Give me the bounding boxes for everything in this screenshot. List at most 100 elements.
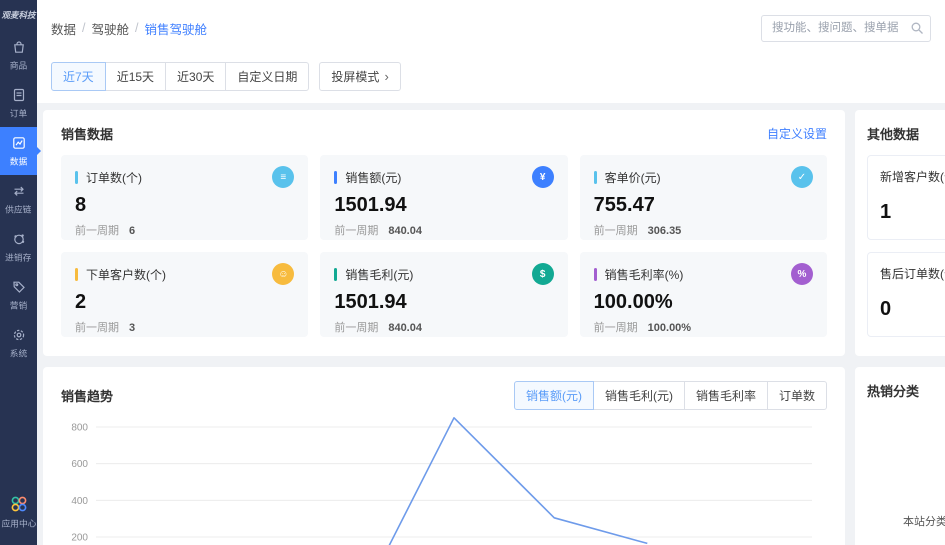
left-column: 销售数据 自定义设置 订单数(个) ≡ 8 前一周期 6 — [43, 110, 845, 545]
prev-period-value: 6 — [129, 225, 136, 237]
breadcrumb-data[interactable]: 数据 — [51, 22, 77, 37]
metric-value: 1501.94 — [334, 291, 407, 313]
main-area: 数据 / 驾驶舱 / 销售驾驶舱 近7天 近15天 近30天 自定义日期 投屏模… — [37, 0, 945, 545]
cast-button-label: 投屏模式 — [331, 70, 380, 84]
prev-period-value: 840.04 — [388, 225, 422, 237]
sidebar-item-inventory[interactable]: 进销存 — [0, 223, 37, 271]
prev-period-label: 前一周期 — [75, 322, 119, 334]
trend-tab-gross-margin[interactable]: 销售毛利率 — [683, 381, 768, 410]
search-input[interactable] — [761, 14, 931, 42]
sidebar-item-orders[interactable]: 订单 — [0, 79, 37, 127]
metric-label: 销售额(元) — [345, 170, 402, 185]
breadcrumb: 数据 / 驾驶舱 / 销售驾驶舱 — [51, 19, 207, 38]
trend-tab-gross-profit[interactable]: 销售毛利(元) — [592, 381, 685, 410]
custom-settings-link[interactable]: 自定义设置 — [766, 127, 827, 141]
sidebar-item-goods[interactable]: 商品 — [0, 31, 37, 79]
sidebar-item-marketing[interactable]: 营销 — [0, 271, 37, 319]
metric-value: 2 — [75, 291, 87, 313]
accent-bar — [593, 267, 597, 281]
tab-last-15-days[interactable]: 近15天 — [104, 62, 167, 91]
site-category-source-toggle[interactable]: 本站分类源 — [903, 516, 945, 528]
sidebar-item-system[interactable]: 系统 — [0, 319, 37, 367]
yuan-icon: ¥ — [531, 166, 554, 188]
metric-ordering-customers: 下单客户数(个) ☺ 2 前一周期 3 — [61, 252, 309, 337]
metric-label: 下单客户数(个) — [86, 267, 166, 282]
sidebar-item-app-center[interactable]: 应用中心 — [0, 487, 37, 537]
trend-tab-sales-amount[interactable]: 销售额(元) — [513, 381, 594, 410]
metric-gross-profit: 销售毛利(元) $ 1501.94 前一周期 840.04 — [320, 252, 568, 337]
tab-last-7-days[interactable]: 近7天 — [51, 62, 106, 91]
after-sale-orders-card: 售后订单数(个) 0 — [867, 252, 945, 337]
accent-bar — [593, 170, 597, 184]
chevron-right-icon: › — [384, 69, 389, 84]
order-file-icon — [11, 87, 27, 103]
metric-label: 订单数(个) — [86, 170, 142, 185]
tab-custom-date[interactable]: 自定义日期 — [225, 62, 310, 91]
gear-icon — [11, 327, 27, 343]
mini-card-label: 新增客户数(个) — [880, 170, 945, 184]
mini-card-value: 1 — [880, 201, 892, 223]
metric-value: 755.47 — [593, 194, 655, 216]
sidebar: 观麦科技 商品 订单 数据 供应链 — [0, 0, 41, 545]
app-grid-icon — [10, 495, 28, 513]
prev-period-value: 306.35 — [647, 225, 682, 237]
money-bag-icon: $ — [531, 263, 554, 285]
svg-text:200: 200 — [71, 533, 88, 544]
order-list-icon: ≡ — [272, 166, 295, 188]
trend-metric-tabs: 销售额(元) 销售毛利(元) 销售毛利率 订单数 — [513, 381, 827, 410]
global-search — [761, 14, 931, 42]
date-range-toolbar: 近7天 近15天 近30天 自定义日期 投屏模式 › — [37, 56, 945, 103]
sidebar-item-label: 供应链 — [5, 205, 32, 216]
date-range-tabs: 近7天 近15天 近30天 自定义日期 — [51, 62, 310, 91]
screen-cast-button[interactable]: 投屏模式 › — [319, 62, 401, 91]
sales-trend-card: 销售趋势 销售额(元) 销售毛利(元) 销售毛利率 订单数 800 600 400 2… — [43, 367, 845, 545]
sidebar-item-label: 营销 — [9, 301, 28, 312]
search-icon[interactable] — [910, 21, 924, 38]
metric-value: 100.00% — [593, 291, 673, 313]
prev-period-value: 3 — [129, 322, 136, 334]
metric-sales-amount: 销售额(元) ¥ 1501.94 前一周期 840.04 — [320, 155, 568, 240]
metric-value: 8 — [75, 194, 87, 216]
other-data-title: 其他数据 — [867, 127, 920, 142]
marketing-tag-icon — [11, 279, 27, 295]
sales-data-card: 销售数据 自定义设置 订单数(个) ≡ 8 前一周期 6 — [43, 110, 845, 356]
trend-tab-order-count[interactable]: 订单数 — [766, 381, 827, 410]
breadcrumb-cockpit[interactable]: 驾驶舱 — [91, 22, 130, 37]
accent-bar — [75, 170, 78, 184]
prev-period-label: 前一周期 — [593, 225, 638, 237]
accent-bar — [334, 170, 338, 184]
top-bar: 数据 / 驾驶舱 / 销售驾驶舱 — [37, 0, 945, 56]
data-chart-icon — [11, 135, 27, 151]
inventory-icon — [11, 231, 27, 247]
metric-grid: 订单数(个) ≡ 8 前一周期 6 销售额(元) ¥ 1501.94 — [61, 155, 827, 337]
metric-avg-order-value: 客单价(元) ✓ 755.47 前一周期 306.35 — [579, 155, 827, 240]
mini-card-value: 0 — [880, 298, 892, 320]
sidebar-item-label: 进销存 — [5, 253, 32, 264]
accent-bar — [75, 267, 78, 281]
prev-period-label: 前一周期 — [593, 322, 638, 334]
sales-trend-title: 销售趋势 — [61, 389, 114, 404]
mini-card-label: 售后订单数(个) — [880, 267, 945, 281]
sidebar-item-label: 应用中心 — [1, 519, 36, 530]
right-column: 其他数据 新增客户数(个) 1 售后订单数(个) 0 热销分类 本站分类源 — [855, 110, 945, 545]
sales-data-title: 销售数据 — [61, 127, 114, 142]
sidebar-item-supply-chain[interactable]: 供应链 — [0, 175, 37, 223]
metric-label: 销售毛利率(%) — [604, 267, 684, 282]
supply-chain-icon — [11, 183, 27, 199]
breadcrumb-separator: / — [82, 21, 86, 35]
accent-bar — [334, 267, 338, 281]
tab-last-30-days[interactable]: 近30天 — [165, 62, 227, 91]
svg-text:600: 600 — [71, 459, 88, 470]
metric-label: 客单价(元) — [604, 170, 661, 185]
hot-categories-title: 热销分类 — [867, 384, 920, 399]
prev-period-label: 前一周期 — [334, 322, 379, 334]
svg-text:400: 400 — [71, 496, 88, 507]
sidebar-item-label: 订单 — [9, 109, 28, 120]
trend-line-chart: 800 600 400 200 — [71, 416, 812, 545]
metric-value: 1501.94 — [334, 194, 407, 216]
user-icon: ☺ — [272, 263, 295, 285]
sidebar-item-data[interactable]: 数据 — [0, 127, 41, 175]
sidebar-item-label: 数据 — [9, 157, 28, 168]
breadcrumb-sales-cockpit[interactable]: 销售驾驶舱 — [144, 22, 208, 37]
prev-period-value: 100.00% — [647, 322, 692, 334]
